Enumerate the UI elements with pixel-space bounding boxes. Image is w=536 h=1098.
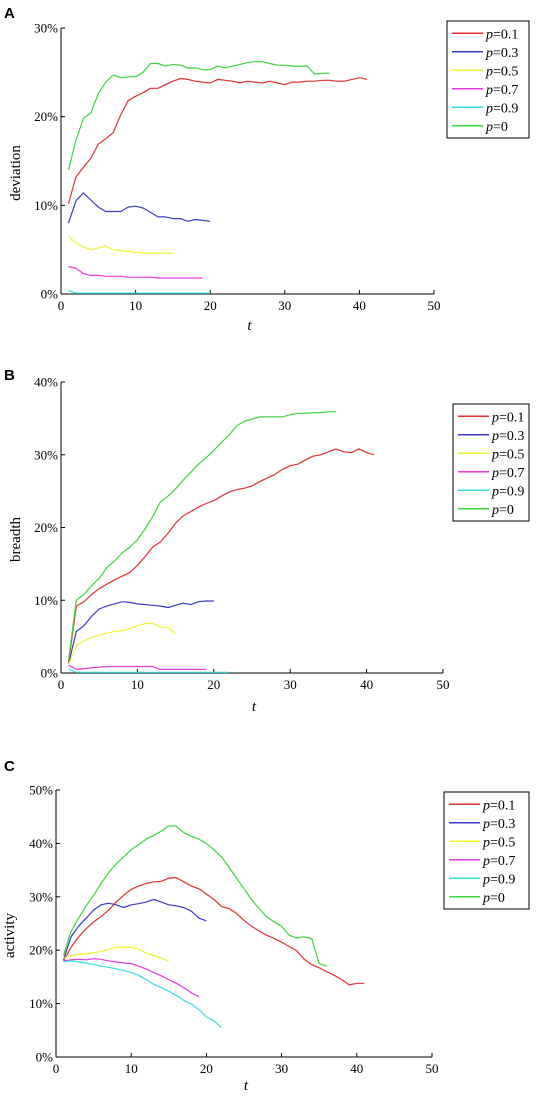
series-line-p-0-9 bbox=[68, 289, 211, 294]
series-line-p-0-7 bbox=[68, 265, 203, 279]
chart-panel-b: B 0 10 20 30 40 50 0% 10% 20% 30% 40% t breadth p=0.1 p… bbox=[4, 367, 530, 715]
legend-label: p=0.3 bbox=[482, 817, 515, 832]
panel-letter: C bbox=[4, 758, 15, 775]
series-line-p-0 bbox=[62, 825, 327, 967]
series-line-p-0-9 bbox=[63, 960, 222, 1029]
series-line-p-0-1 bbox=[67, 77, 368, 204]
legend-label: p=0.5 bbox=[491, 447, 524, 462]
legend-label: p=0.7 bbox=[482, 854, 515, 869]
y-tick-label: 20% bbox=[29, 943, 53, 958]
legend-label: p=0.1 bbox=[485, 27, 518, 42]
x-tick-label: 20 bbox=[200, 1061, 213, 1076]
y-tick-label: 10% bbox=[34, 593, 58, 608]
series-line-p-0-5 bbox=[68, 235, 173, 254]
x-axis-label: t bbox=[252, 699, 257, 715]
y-tick-label: 0% bbox=[41, 287, 59, 302]
y-axis-label: deviation bbox=[8, 145, 24, 201]
y-tick-label: 30% bbox=[34, 21, 58, 36]
legend-box bbox=[443, 791, 530, 910]
x-tick-label: 40 bbox=[353, 298, 366, 313]
x-tick-label: 30 bbox=[275, 1061, 288, 1076]
x-tick-label: 30 bbox=[284, 677, 297, 692]
legend-label: p=0.3 bbox=[491, 429, 524, 444]
y-tick-label: 0% bbox=[41, 666, 59, 681]
x-tick-label: 10 bbox=[129, 298, 142, 313]
series-line-p-0-1 bbox=[62, 876, 365, 986]
x-tick-label: 10 bbox=[131, 677, 144, 692]
y-tick-label: 10% bbox=[29, 996, 53, 1011]
legend-label: p=0.9 bbox=[485, 101, 518, 116]
x-tick-label: 20 bbox=[207, 677, 220, 692]
series-line-p-0-3 bbox=[68, 600, 214, 664]
legend-label: p=0.1 bbox=[482, 798, 515, 813]
series-line-p-0-7 bbox=[68, 664, 207, 671]
x-tick-label: 0 bbox=[58, 298, 65, 313]
series-line-p-0-7 bbox=[63, 958, 200, 998]
legend-label: p=0 bbox=[485, 120, 508, 135]
x-tick-label: 0 bbox=[58, 677, 65, 692]
x-tick-label: 50 bbox=[426, 1061, 439, 1076]
legend-label: p=0.9 bbox=[482, 872, 515, 887]
legend-label: p=0 bbox=[482, 891, 505, 906]
x-tick-label: 40 bbox=[360, 677, 373, 692]
x-tick-label: 40 bbox=[350, 1061, 363, 1076]
x-tick-label: 50 bbox=[428, 298, 441, 313]
chart-panel-c: C 0 10 20 30 40 50 0% 10% 20% 30% 40% 50% t activity p=… bbox=[2, 758, 530, 1094]
series-line-p-0-5 bbox=[63, 946, 170, 962]
y-tick-label: 20% bbox=[34, 520, 58, 535]
chart-panel-a: A 0 10 20 30 40 50 0% 10% 20% 30% t deviation p=0.1 p=… bbox=[4, 5, 530, 334]
panel-letter: A bbox=[4, 5, 15, 22]
y-axis-label: activity bbox=[2, 913, 18, 958]
x-tick-label: 30 bbox=[278, 298, 291, 313]
legend-label: p=0 bbox=[491, 503, 514, 518]
legend-label: p=0.5 bbox=[485, 64, 518, 79]
legend-label: p=0.5 bbox=[482, 835, 515, 850]
series-line-p-0-3 bbox=[62, 898, 207, 960]
y-tick-label: 40% bbox=[34, 375, 58, 390]
legend-label: p=0.7 bbox=[491, 466, 524, 481]
y-tick-label: 50% bbox=[29, 783, 53, 798]
y-axis-label: breadth bbox=[8, 517, 24, 562]
y-tick-label: 30% bbox=[34, 447, 58, 462]
y-tick-label: 30% bbox=[29, 889, 53, 904]
panel-letter: B bbox=[4, 367, 15, 384]
y-tick-label: 20% bbox=[34, 109, 58, 124]
y-tick-label: 0% bbox=[36, 1050, 54, 1065]
x-axis-label: t bbox=[244, 1078, 249, 1094]
series-line-p-0-9 bbox=[68, 668, 230, 673]
x-tick-label: 50 bbox=[437, 677, 450, 692]
x-tick-label: 0 bbox=[53, 1061, 60, 1076]
y-tick-label: 10% bbox=[34, 198, 58, 213]
legend-label: p=0.7 bbox=[485, 83, 518, 98]
series-line-p-0 bbox=[67, 61, 330, 171]
legend-box bbox=[446, 20, 530, 139]
series-line-p-0 bbox=[68, 411, 336, 660]
legend-box bbox=[452, 403, 530, 522]
legend-label: p=0.9 bbox=[491, 484, 524, 499]
legend-label: p=0.3 bbox=[485, 46, 518, 61]
x-axis-label: t bbox=[247, 318, 252, 334]
series-line-p-0-5 bbox=[68, 622, 177, 665]
x-tick-label: 10 bbox=[125, 1061, 138, 1076]
x-tick-label: 20 bbox=[204, 298, 217, 313]
series-line-p-0-3 bbox=[67, 192, 211, 224]
legend-label: p=0.1 bbox=[491, 410, 524, 425]
series-line-p-0-1 bbox=[68, 448, 375, 663]
y-tick-label: 40% bbox=[29, 836, 53, 851]
